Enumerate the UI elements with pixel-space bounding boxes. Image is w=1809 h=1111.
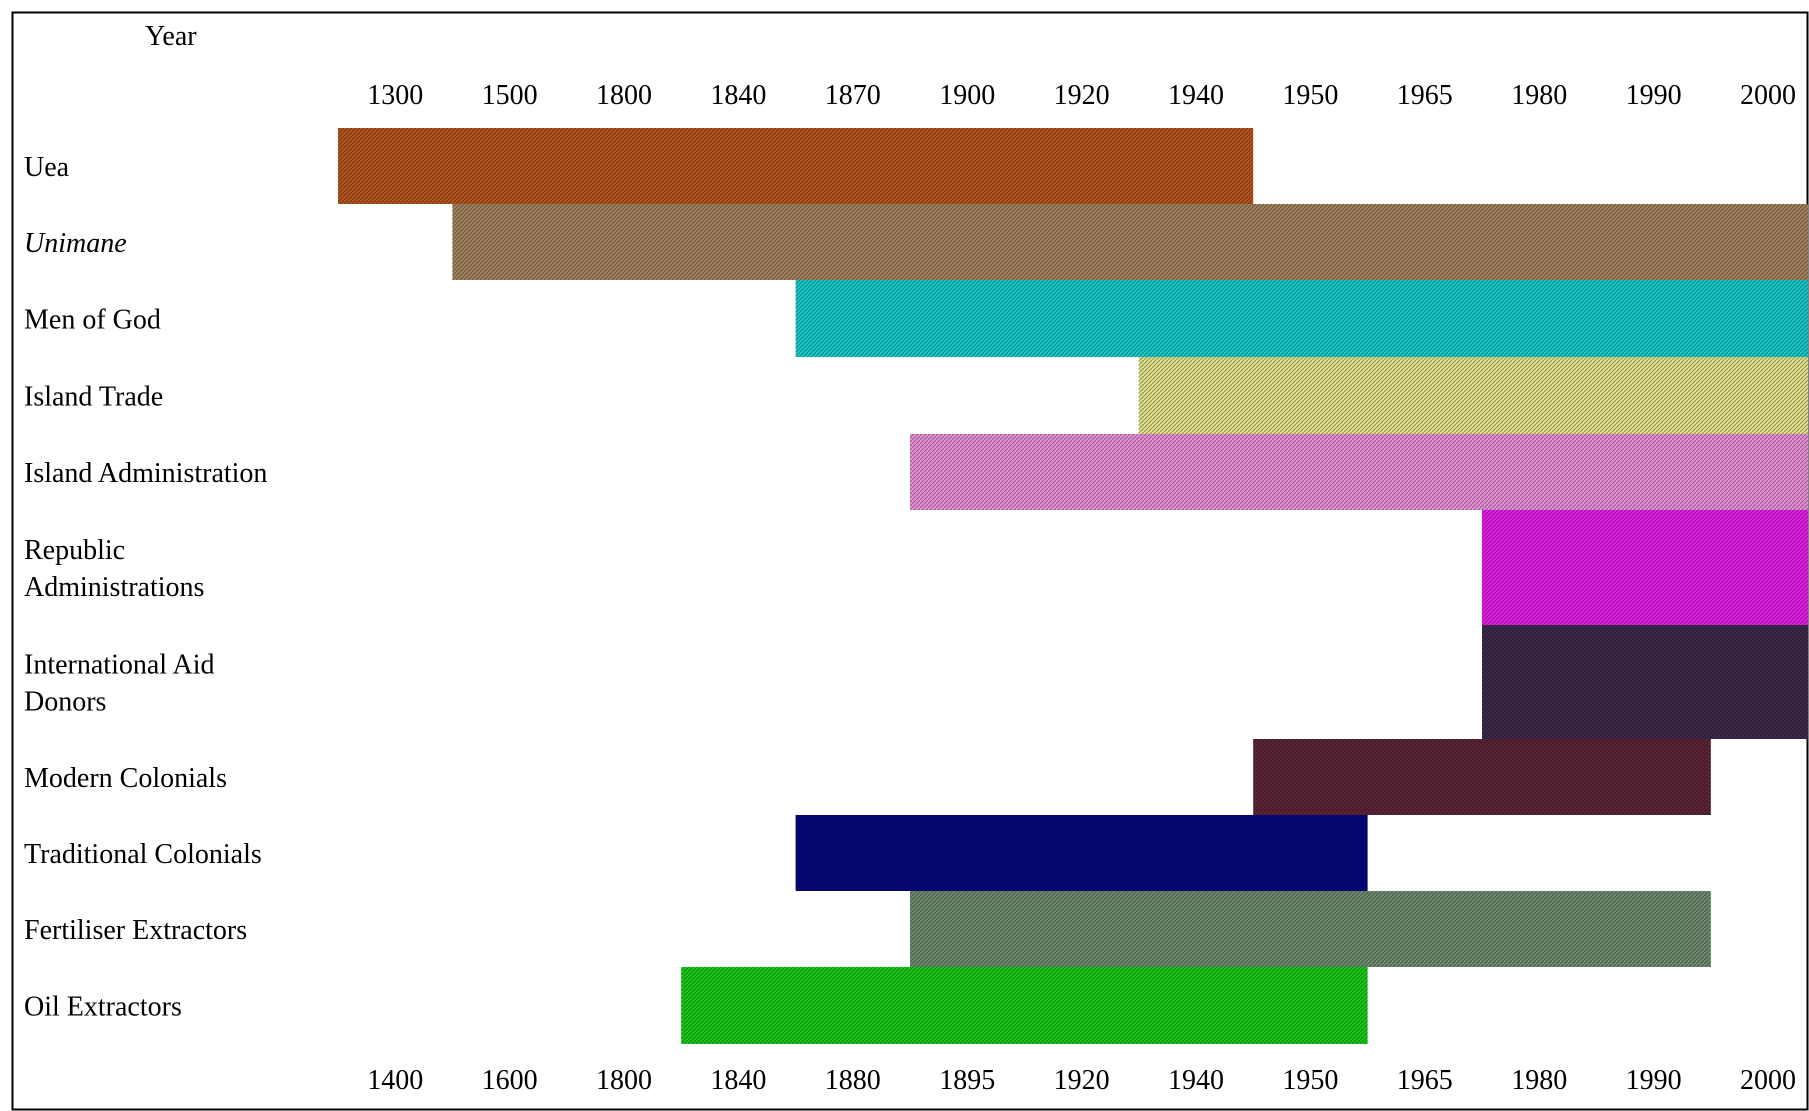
row-label: Modern Colonials xyxy=(24,763,227,794)
row-label: Island Trade xyxy=(24,382,163,413)
row-label-line: Fertiliser Extractors xyxy=(24,915,247,946)
row-label: Island Administration xyxy=(24,458,267,489)
top-tick-label: 2000 xyxy=(1740,80,1796,111)
top-tick-label: 1900 xyxy=(939,80,995,111)
bottom-tick-label: 1880 xyxy=(825,1065,881,1096)
bottom-tick-label: 1600 xyxy=(482,1065,538,1096)
row-label: Oil Extractors xyxy=(24,992,182,1023)
top-tick-label: 1840 xyxy=(710,80,766,111)
bar-texture xyxy=(338,128,1254,204)
row-label-line: Traditional Colonials xyxy=(24,839,262,870)
bar-texture xyxy=(1482,625,1808,739)
row-label-line: Oil Extractors xyxy=(24,992,182,1023)
bottom-axis: 1400 1600 1800 1840 1880 1895 1920 1940 1950 1965… xyxy=(367,1065,1796,1096)
bar-texture xyxy=(795,815,1368,891)
row-label-line: Administrations xyxy=(24,572,204,603)
bar-texture xyxy=(452,204,1808,280)
bar-texture xyxy=(910,434,1808,510)
top-tick-label: 1500 xyxy=(482,80,538,111)
top-tick-label: 1920 xyxy=(1054,80,1110,111)
row-labels: Uea Unimane Men of God Island Trade Island A… xyxy=(24,152,267,1023)
row-label-line: Unimane xyxy=(24,228,127,259)
row-label-line: Men of God xyxy=(24,305,161,336)
bars-group xyxy=(338,128,1808,1044)
bottom-tick-label: 1840 xyxy=(710,1065,766,1096)
row-label-line: Island Administration xyxy=(24,458,267,489)
row-label: Unimane xyxy=(24,228,127,259)
bottom-tick-label: 1965 xyxy=(1397,1065,1453,1096)
top-tick-label: 1940 xyxy=(1168,80,1224,111)
top-tick-label: 1800 xyxy=(596,80,652,111)
bar-texture xyxy=(1482,510,1808,625)
bottom-tick-label: 1895 xyxy=(939,1065,995,1096)
bar-texture xyxy=(795,280,1808,357)
top-tick-label: 1990 xyxy=(1626,80,1682,111)
top-tick-label: 1965 xyxy=(1397,80,1453,111)
bottom-tick-label: 1950 xyxy=(1282,1065,1338,1096)
year-corner-label: Year xyxy=(145,21,197,52)
bottom-tick-label: 1920 xyxy=(1054,1065,1110,1096)
bar-texture xyxy=(681,967,1368,1044)
bottom-tick-label: 1800 xyxy=(596,1065,652,1096)
row-label-line: International Aid xyxy=(24,650,215,681)
top-tick-label: 1870 xyxy=(825,80,881,111)
row-label-line: Donors xyxy=(24,687,106,718)
bottom-tick-label: 1980 xyxy=(1511,1065,1567,1096)
row-label-line: Republic xyxy=(24,535,125,566)
row-label: Fertiliser Extractors xyxy=(24,915,247,946)
bar-texture xyxy=(1253,739,1711,815)
row-label-line: Modern Colonials xyxy=(24,763,227,794)
top-tick-label: 1980 xyxy=(1511,80,1567,111)
bottom-tick-label: 2000 xyxy=(1740,1065,1796,1096)
top-axis: 1300 1500 1800 1840 1870 1900 1920 1940 1950 1965… xyxy=(367,80,1796,111)
row-label: Republic Administrations xyxy=(24,535,204,603)
row-label: Uea xyxy=(24,152,70,183)
bottom-tick-label: 1400 xyxy=(367,1065,423,1096)
bottom-tick-label: 1990 xyxy=(1626,1065,1682,1096)
row-label-line: Uea xyxy=(24,152,70,183)
bottom-tick-label: 1940 xyxy=(1168,1065,1224,1096)
bar-texture xyxy=(910,891,1711,967)
bar-texture xyxy=(1138,357,1808,434)
top-tick-label: 1950 xyxy=(1282,80,1338,111)
row-label-line: Island Trade xyxy=(24,382,163,413)
top-tick-label: 1300 xyxy=(367,80,423,111)
row-label: Men of God xyxy=(24,305,161,336)
row-label: Traditional Colonials xyxy=(24,839,262,870)
row-label: International Aid Donors xyxy=(24,650,215,718)
